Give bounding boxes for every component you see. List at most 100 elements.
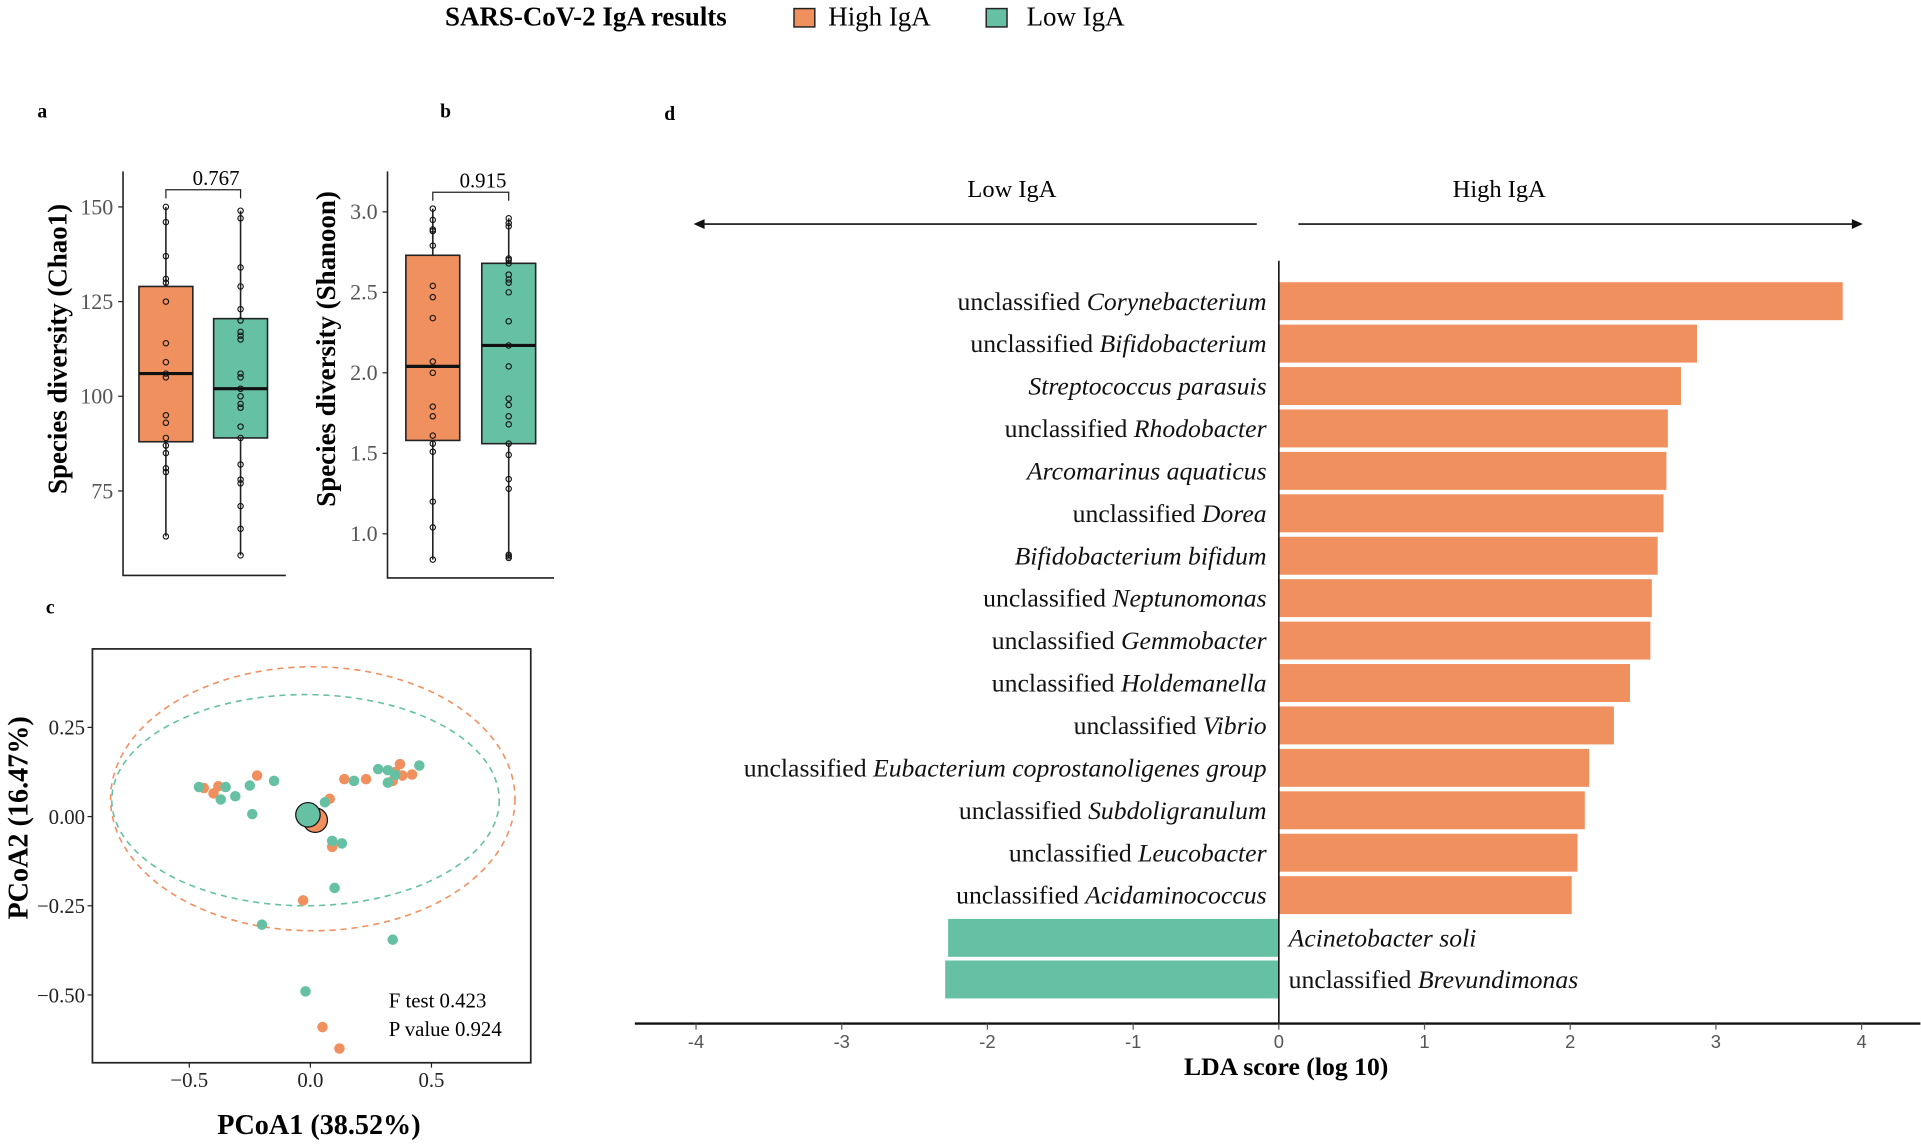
sample-point-low — [244, 780, 256, 791]
lda-bar — [1278, 833, 1578, 872]
legend: SARS-CoV-2 IgA results High IgA Low IgA — [445, 2, 1125, 32]
panel-c-pcoa: −0.5 0.0 0.5 −0.50 −0.25 0.00 0.25 — [37, 648, 532, 1092]
lda-bar — [1278, 367, 1681, 406]
taxon-label: unclassified Gemmobacter — [992, 626, 1268, 655]
lda-bar — [948, 918, 1279, 957]
taxon-label: unclassified Brevundimonas — [1289, 965, 1579, 994]
data-point — [505, 363, 512, 370]
data-point — [505, 342, 512, 349]
sample-point-low — [389, 769, 401, 781]
data-point — [162, 434, 170, 442]
data-point — [162, 468, 170, 476]
y-tick-label: 0.25 — [49, 716, 85, 740]
taxon-name: Streptococcus parasuis — [1028, 372, 1266, 401]
lda-bar — [1278, 791, 1585, 830]
sample-point-low — [220, 781, 231, 793]
data-point — [505, 395, 512, 402]
lda-bar — [1278, 664, 1630, 702]
sample-point-high — [394, 758, 406, 770]
data-point — [429, 440, 437, 447]
box-low — [480, 262, 537, 445]
sample-point-high — [297, 895, 309, 906]
centroid-low — [295, 801, 321, 828]
data-point — [237, 385, 244, 392]
taxon-label: unclassified Acidaminococcus — [956, 881, 1267, 910]
panel-a-pvalue: 0.767 — [193, 166, 240, 190]
data-point — [505, 451, 512, 459]
x-tick-label: 2 — [1565, 1031, 1575, 1052]
taxon-label: unclassified Eubacterium coprostanoligen… — [744, 753, 1267, 782]
data-point — [429, 369, 437, 377]
data-point — [505, 401, 512, 409]
y-tick-label: −0.50 — [37, 983, 85, 1007]
x-tick-label: 0.5 — [418, 1068, 444, 1092]
taxon-label: unclassified Subdoligranulum — [959, 796, 1267, 825]
plot-frame — [91, 648, 532, 1064]
data-point — [162, 419, 170, 427]
data-point — [429, 216, 437, 224]
legend-label-low: Low IgA — [1027, 2, 1126, 32]
sample-point-low — [414, 760, 425, 771]
data-point — [505, 215, 512, 222]
data-point — [162, 411, 170, 419]
x-tick-label: 4 — [1857, 1031, 1867, 1052]
data-point — [429, 205, 437, 212]
data-point — [505, 256, 512, 264]
data-point — [429, 556, 437, 563]
data-point — [162, 203, 170, 211]
sample-point-low — [319, 797, 331, 808]
data-point — [162, 340, 170, 347]
taxon-name: Bifidobacterium — [1100, 329, 1267, 358]
data-point — [429, 432, 437, 439]
x-tick-label: -2 — [979, 1031, 995, 1052]
lda-bar — [1278, 536, 1658, 575]
data-point — [162, 442, 170, 449]
legend-title: SARS-CoV-2 IgA results — [445, 2, 727, 32]
taxon-label: Bifidobacterium bifidum — [1015, 541, 1267, 570]
panel-c-ftest: F test 0.423 — [389, 989, 487, 1013]
data-point — [429, 314, 437, 322]
y-tick-label: 0.00 — [49, 805, 85, 829]
data-point — [237, 374, 244, 381]
lda-bar — [945, 960, 1279, 999]
box-high — [138, 285, 194, 443]
taxon-label: unclassified Corynebacterium — [957, 287, 1266, 316]
taxon-prefix: unclassified — [1005, 414, 1134, 443]
y-tick-label: 1.0 — [350, 521, 378, 546]
data-point — [237, 317, 244, 324]
data-point — [237, 328, 244, 336]
panel-c-xlabel: PCoA1 (38.52%) — [217, 1110, 420, 1141]
sample-point-low — [215, 794, 227, 805]
panel-letter-b: b — [440, 102, 451, 123]
data-point — [429, 227, 437, 235]
data-point — [162, 370, 170, 377]
data-point — [237, 434, 244, 442]
arrow-head-left-icon — [693, 219, 705, 229]
data-point — [237, 393, 244, 400]
data-point — [162, 374, 170, 381]
taxon-label: unclassified Dorea — [1073, 499, 1267, 528]
x-tick-label: 1 — [1419, 1031, 1429, 1052]
sample-point-low — [256, 919, 268, 930]
sample-point-low — [230, 790, 241, 802]
taxon-name: Vibrio — [1203, 711, 1267, 740]
taxon-name: Holdemanella — [1120, 669, 1267, 698]
y-tick-label: 75 — [91, 478, 113, 503]
lda-bar — [1278, 409, 1668, 448]
confidence-ellipse-low — [111, 693, 501, 907]
taxon-name: Subdoligranulum — [1088, 796, 1267, 825]
data-point — [237, 264, 244, 271]
taxon-name: Acinetobacter soli — [1287, 923, 1477, 952]
sample-point-low — [300, 986, 311, 997]
data-point — [429, 282, 437, 290]
data-point — [237, 283, 244, 290]
data-point — [237, 332, 244, 339]
data-point — [237, 305, 244, 313]
taxon-label: unclassified Holdemanella — [992, 669, 1267, 698]
taxon-label: unclassified Neptunomonas — [983, 584, 1266, 613]
y-tick-label: −0.25 — [37, 894, 85, 918]
x-tick-label: -1 — [1125, 1031, 1141, 1052]
data-point — [237, 400, 244, 408]
data-point — [162, 218, 170, 226]
